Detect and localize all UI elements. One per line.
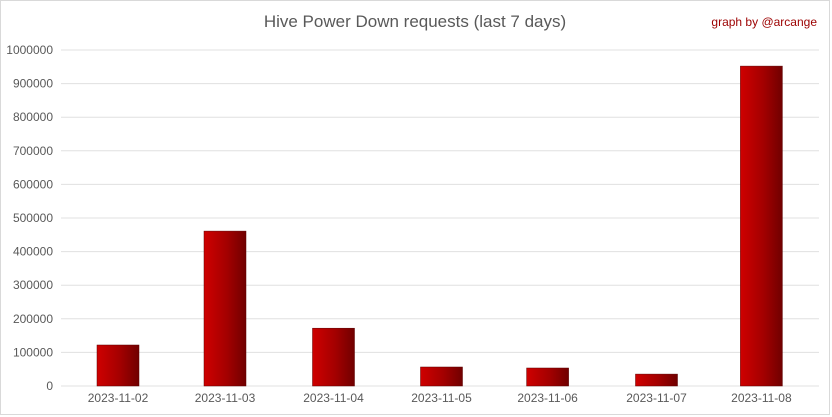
- svg-text:2023-11-07: 2023-11-07: [626, 391, 687, 405]
- svg-text:2023-11-04: 2023-11-04: [303, 391, 364, 405]
- svg-text:400000: 400000: [13, 245, 53, 259]
- svg-text:2023-11-08: 2023-11-08: [731, 391, 792, 405]
- svg-text:0: 0: [46, 379, 53, 393]
- svg-text:2023-11-02: 2023-11-02: [88, 391, 149, 405]
- svg-text:800000: 800000: [13, 110, 53, 124]
- svg-text:700000: 700000: [13, 144, 53, 158]
- svg-text:500000: 500000: [13, 211, 53, 225]
- svg-text:900000: 900000: [13, 77, 53, 91]
- svg-text:300000: 300000: [13, 278, 53, 292]
- svg-text:2023-11-05: 2023-11-05: [411, 391, 472, 405]
- svg-text:100000: 100000: [13, 345, 53, 359]
- svg-text:200000: 200000: [13, 312, 53, 326]
- svg-text:2023-11-03: 2023-11-03: [195, 391, 256, 405]
- svg-text:600000: 600000: [13, 177, 53, 191]
- svg-text:1000000: 1000000: [6, 43, 53, 57]
- svg-text:2023-11-06: 2023-11-06: [517, 391, 578, 405]
